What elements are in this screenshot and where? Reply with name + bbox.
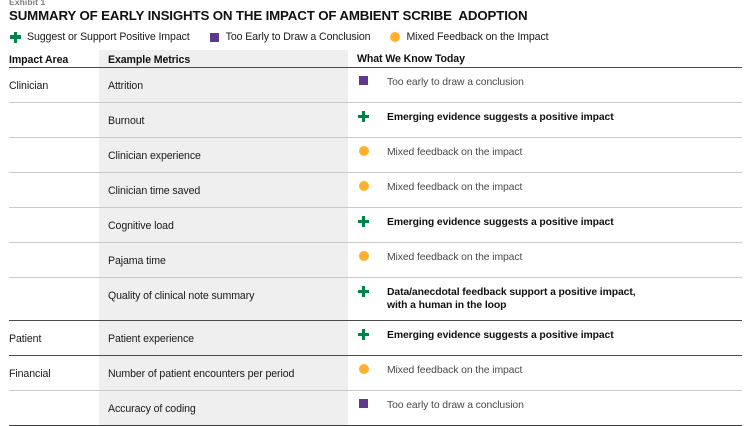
- header-cell-what-we-know: What We Know Today: [348, 53, 742, 65]
- table-row: Cognitive load Emerging evidence suggests…: [9, 208, 742, 243]
- plus-icon: [357, 216, 370, 227]
- impact-area-label: Patient: [9, 333, 42, 345]
- metrics-column-band: [99, 50, 348, 426]
- example-metric-label: Clinician time saved: [108, 185, 201, 197]
- status-text: Emerging evidence suggests a positive im…: [387, 217, 614, 228]
- status-text: Mixed feedback on the impact: [387, 252, 523, 263]
- cell-example-metric: Pajama time: [99, 251, 348, 269]
- status-text: Mixed feedback on the impact: [387, 147, 523, 158]
- header-label: Impact Area: [9, 53, 69, 66]
- example-metric-label: Cognitive load: [108, 220, 174, 232]
- cell-example-metric: Number of patient encounters per period: [99, 364, 348, 382]
- cell-what-we-know: Too early to draw a conclusion: [348, 76, 742, 89]
- square-icon: [357, 76, 370, 85]
- table-row: Patient Patient experience Emerging eviden…: [9, 321, 742, 356]
- exhibit-page: Exhibit 1 SUMMARY OF EARLY INSIGHTS ON T…: [9, 0, 742, 426]
- square-icon: [208, 31, 221, 44]
- cell-impact-area: Financial: [9, 364, 99, 382]
- table-row: Clinician experience Mixed feedback on th…: [9, 138, 742, 173]
- table-body: Clinician Attrition Too early to draw a co…: [9, 68, 742, 426]
- cell-what-we-know: Mixed feedback on the impact: [348, 251, 742, 264]
- legend-item-label: Mixed Feedback on the Impact: [406, 31, 549, 43]
- table-row: Clinician Attrition Too early to draw a co…: [9, 68, 742, 103]
- cell-example-metric: Clinician experience: [99, 146, 348, 164]
- status-text: Mixed feedback on the impact: [387, 182, 523, 193]
- circle-icon: [357, 146, 370, 156]
- legend-item-positive: Suggest or Support Positive Impact: [9, 31, 190, 44]
- header-cell-example-metrics: Example Metrics: [99, 50, 348, 68]
- example-metric-label: Accuracy of coding: [108, 403, 196, 415]
- cell-what-we-know: Emerging evidence suggests a positive im…: [348, 216, 742, 229]
- legend-item-label: Suggest or Support Positive Impact: [27, 31, 190, 43]
- example-metric-label: Clinician experience: [108, 150, 201, 162]
- square-icon: [357, 399, 370, 408]
- insights-table: Impact Area Example Metrics What We Know…: [9, 50, 742, 426]
- plus-icon: [9, 31, 22, 44]
- table-row: Financial Number of patient encounters pe…: [9, 356, 742, 391]
- cell-example-metric: Attrition: [99, 76, 348, 94]
- legend-item-too-early: Too Early to Draw a Conclusion: [208, 31, 371, 44]
- plus-icon: [357, 329, 370, 340]
- cell-example-metric: Patient experience: [99, 329, 348, 347]
- example-metric-label: Quality of clinical note summary: [108, 290, 255, 302]
- table-row: Accuracy of coding Too early to draw a co…: [9, 391, 742, 426]
- table-row: Quality of clinical note summary Data/ane…: [9, 278, 742, 321]
- legend-item-mixed: Mixed Feedback on the Impact: [388, 31, 549, 44]
- header-cell-impact-area: Impact Area: [9, 50, 99, 68]
- circle-icon: [388, 31, 401, 44]
- impact-area-label: Clinician: [9, 80, 49, 92]
- impact-area-label: Financial: [9, 368, 51, 380]
- cell-example-metric: Quality of clinical note summary: [99, 286, 348, 304]
- cell-example-metric: Clinician time saved: [99, 181, 348, 199]
- cell-what-we-know: Mixed feedback on the impact: [348, 181, 742, 194]
- cell-what-we-know: Emerging evidence suggests a positive im…: [348, 329, 742, 342]
- status-text: Emerging evidence suggests a positive im…: [387, 112, 614, 123]
- status-text: Mixed feedback on the impact: [387, 365, 523, 376]
- header-label: Example Metrics: [108, 53, 191, 66]
- status-text: Data/anecdotal feedback support a positi…: [387, 287, 636, 311]
- cell-impact-area: Clinician: [9, 76, 99, 94]
- status-text: Emerging evidence suggests a positive im…: [387, 330, 614, 341]
- circle-icon: [357, 181, 370, 191]
- example-metric-label: Burnout: [108, 115, 145, 127]
- legend: Suggest or Support Positive Impact Too E…: [9, 30, 742, 44]
- table-row: Pajama time Mixed feedback on the impact: [9, 243, 742, 278]
- table-header-row: Impact Area Example Metrics What We Know…: [9, 50, 742, 68]
- status-text: Too early to draw a conclusion: [387, 77, 524, 88]
- example-metric-label: Number of patient encounters per period: [108, 368, 295, 380]
- table-row: Burnout Emerging evidence suggests a posi…: [9, 103, 742, 138]
- exhibit-label: Exhibit 1: [9, 0, 46, 5]
- plus-icon: [357, 111, 370, 122]
- cell-what-we-know: Mixed feedback on the impact: [348, 364, 742, 377]
- header-label: What We Know Today: [357, 52, 465, 65]
- plus-icon: [357, 286, 370, 297]
- table-row: Clinician time saved Mixed feedback on th…: [9, 173, 742, 208]
- cell-example-metric: Burnout: [99, 111, 348, 129]
- cell-what-we-know: Emerging evidence suggests a positive im…: [348, 111, 742, 124]
- legend-item-label: Too Early to Draw a Conclusion: [225, 31, 371, 43]
- cell-example-metric: Cognitive load: [99, 216, 348, 234]
- cell-example-metric: Accuracy of coding: [99, 399, 348, 417]
- circle-icon: [357, 364, 370, 374]
- cell-what-we-know: Mixed feedback on the impact: [348, 146, 742, 159]
- circle-icon: [357, 251, 370, 261]
- cell-what-we-know: Data/anecdotal feedback support a positi…: [348, 286, 742, 312]
- page-title: SUMMARY OF EARLY INSIGHTS ON THE IMPACT …: [9, 8, 528, 23]
- cell-impact-area: Patient: [9, 329, 99, 347]
- example-metric-label: Patient experience: [108, 333, 194, 345]
- example-metric-label: Attrition: [108, 80, 144, 92]
- example-metric-label: Pajama time: [108, 255, 166, 267]
